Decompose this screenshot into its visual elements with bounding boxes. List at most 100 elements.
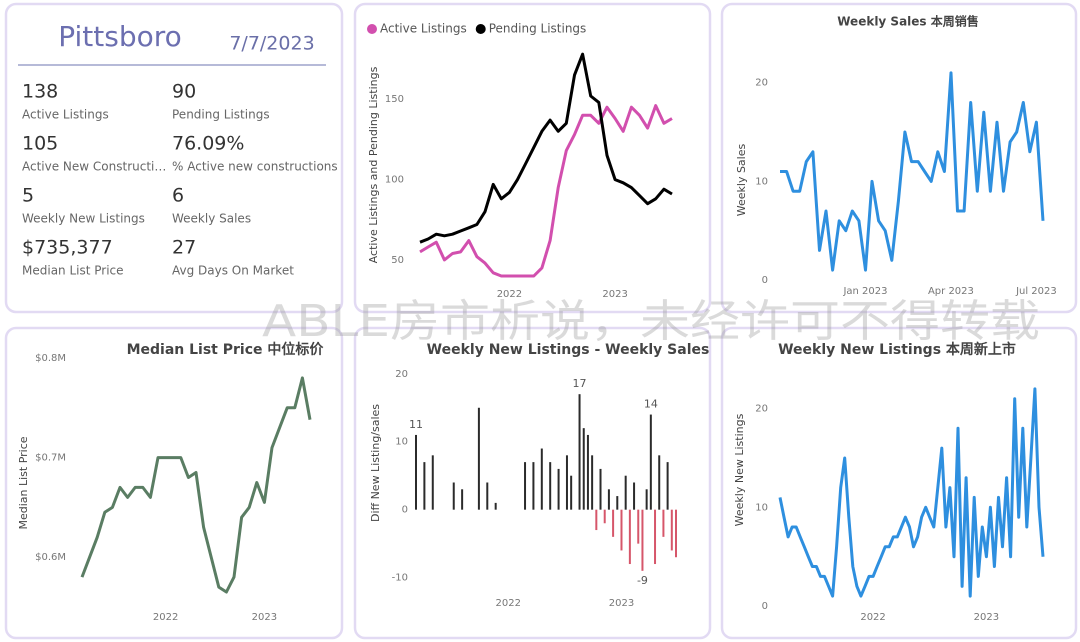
x-tick-label: 2022 [153, 612, 178, 623]
bar [670, 509, 673, 551]
y-tick-label: $0.8M [35, 353, 66, 364]
watermark: ABLE房市析说，未经许可不得转载 [262, 296, 1040, 347]
bar [591, 455, 594, 510]
metric-label: Weekly New Listings [22, 212, 145, 226]
y-tick-label: $0.7M [35, 453, 66, 464]
y-tick-label: 10 [395, 437, 408, 448]
card [4, 2, 344, 314]
bar [557, 468, 560, 510]
bar [641, 509, 644, 571]
legend-label: Active Listings [380, 22, 467, 36]
bar [586, 434, 589, 510]
card [720, 2, 1078, 314]
y-axis-label: Weekly Sales [735, 143, 748, 216]
y-tick-label: -10 [392, 573, 408, 584]
line [780, 71, 1045, 272]
y-axis-label: Diff New Listing/sales [369, 404, 382, 522]
x-tick-label: Jan 2023 [842, 286, 887, 297]
bar [607, 489, 610, 510]
bar [637, 509, 640, 544]
y-tick-label: 50 [391, 255, 404, 266]
bar [649, 414, 652, 510]
bar [675, 509, 677, 558]
card [720, 326, 1078, 640]
y-tick-label: 20 [755, 78, 768, 89]
x-tick-label: 2022 [860, 612, 885, 623]
y-tick-label: 20 [755, 404, 768, 415]
bar [612, 509, 615, 537]
metric-label: Active New Constructi… [22, 160, 166, 174]
metric-value: 6 [172, 185, 184, 207]
data-label: -9 [637, 574, 648, 587]
bar [582, 428, 585, 510]
y-axis-label: Active Listings and Pending Listings [367, 66, 380, 263]
x-tick-label: 2022 [497, 289, 522, 300]
line [419, 52, 673, 244]
bar [532, 462, 535, 510]
bar [431, 455, 434, 510]
bar [658, 455, 661, 510]
y-tick-label: 10 [755, 502, 768, 513]
metric-label: Weekly Sales [172, 212, 251, 226]
metric-value: 138 [22, 81, 58, 103]
bar [628, 509, 631, 565]
metric-value: 90 [172, 81, 196, 103]
bar [662, 509, 665, 537]
bar [616, 496, 619, 510]
line [419, 104, 673, 278]
bar [415, 434, 417, 510]
metric-value: 105 [22, 133, 58, 155]
line [80, 376, 312, 594]
charts: Active Listings and Pending Listings 5010… [17, 14, 1057, 624]
legend-marker [475, 24, 486, 34]
y-tick-label: 0 [402, 505, 408, 516]
bar [620, 509, 623, 551]
data-label: 11 [409, 418, 423, 431]
data-label: 14 [644, 398, 658, 411]
chart-title: Weekly New Listings - Weekly Sales [427, 342, 710, 358]
legend-marker [367, 24, 377, 34]
bar [633, 482, 636, 510]
y-tick-label: 0 [762, 275, 768, 286]
bar [565, 455, 568, 510]
metric-label: Median List Price [22, 264, 124, 278]
bar [599, 468, 602, 510]
x-tick-label: 2023 [602, 289, 627, 300]
metric-label: Active Listings [22, 108, 109, 122]
y-tick-label: 150 [385, 94, 404, 105]
y-tick-label: 0 [762, 601, 768, 612]
bar [486, 482, 489, 510]
bar [645, 489, 648, 510]
bar [595, 509, 598, 531]
bar [654, 509, 657, 565]
bar [494, 502, 497, 510]
metric-value: $735,377 [22, 237, 113, 259]
metric-value: 76.09% [172, 133, 244, 155]
bar [524, 462, 527, 510]
bar [540, 448, 543, 510]
y-tick-label: 100 [385, 175, 404, 186]
line [778, 387, 1045, 598]
x-tick-label: 2023 [252, 612, 277, 623]
bar [461, 489, 464, 510]
y-tick-label: 20 [395, 369, 408, 380]
bar [603, 509, 606, 524]
data-label: 17 [573, 377, 587, 390]
metric-label: Avg Days On Market [172, 264, 294, 278]
bar [549, 462, 552, 510]
y-axis-label: Weekly New Listings [733, 413, 746, 526]
bar [624, 475, 627, 510]
metric-value: 5 [22, 185, 34, 207]
y-axis-label: Median List Price [17, 436, 30, 529]
x-tick-label: 2022 [496, 598, 521, 609]
bar [452, 482, 455, 510]
chart-title: Weekly New Listings 本周新上市 [778, 341, 1016, 358]
bar [570, 475, 573, 510]
x-tick-label: Apr 2023 [928, 286, 974, 297]
x-tick-label: Jul 2023 [1015, 286, 1057, 297]
bar [578, 394, 581, 510]
bar [477, 407, 480, 510]
chart-title: Median List Price 中位标价 [127, 341, 325, 358]
x-tick-label: 2023 [609, 598, 634, 609]
